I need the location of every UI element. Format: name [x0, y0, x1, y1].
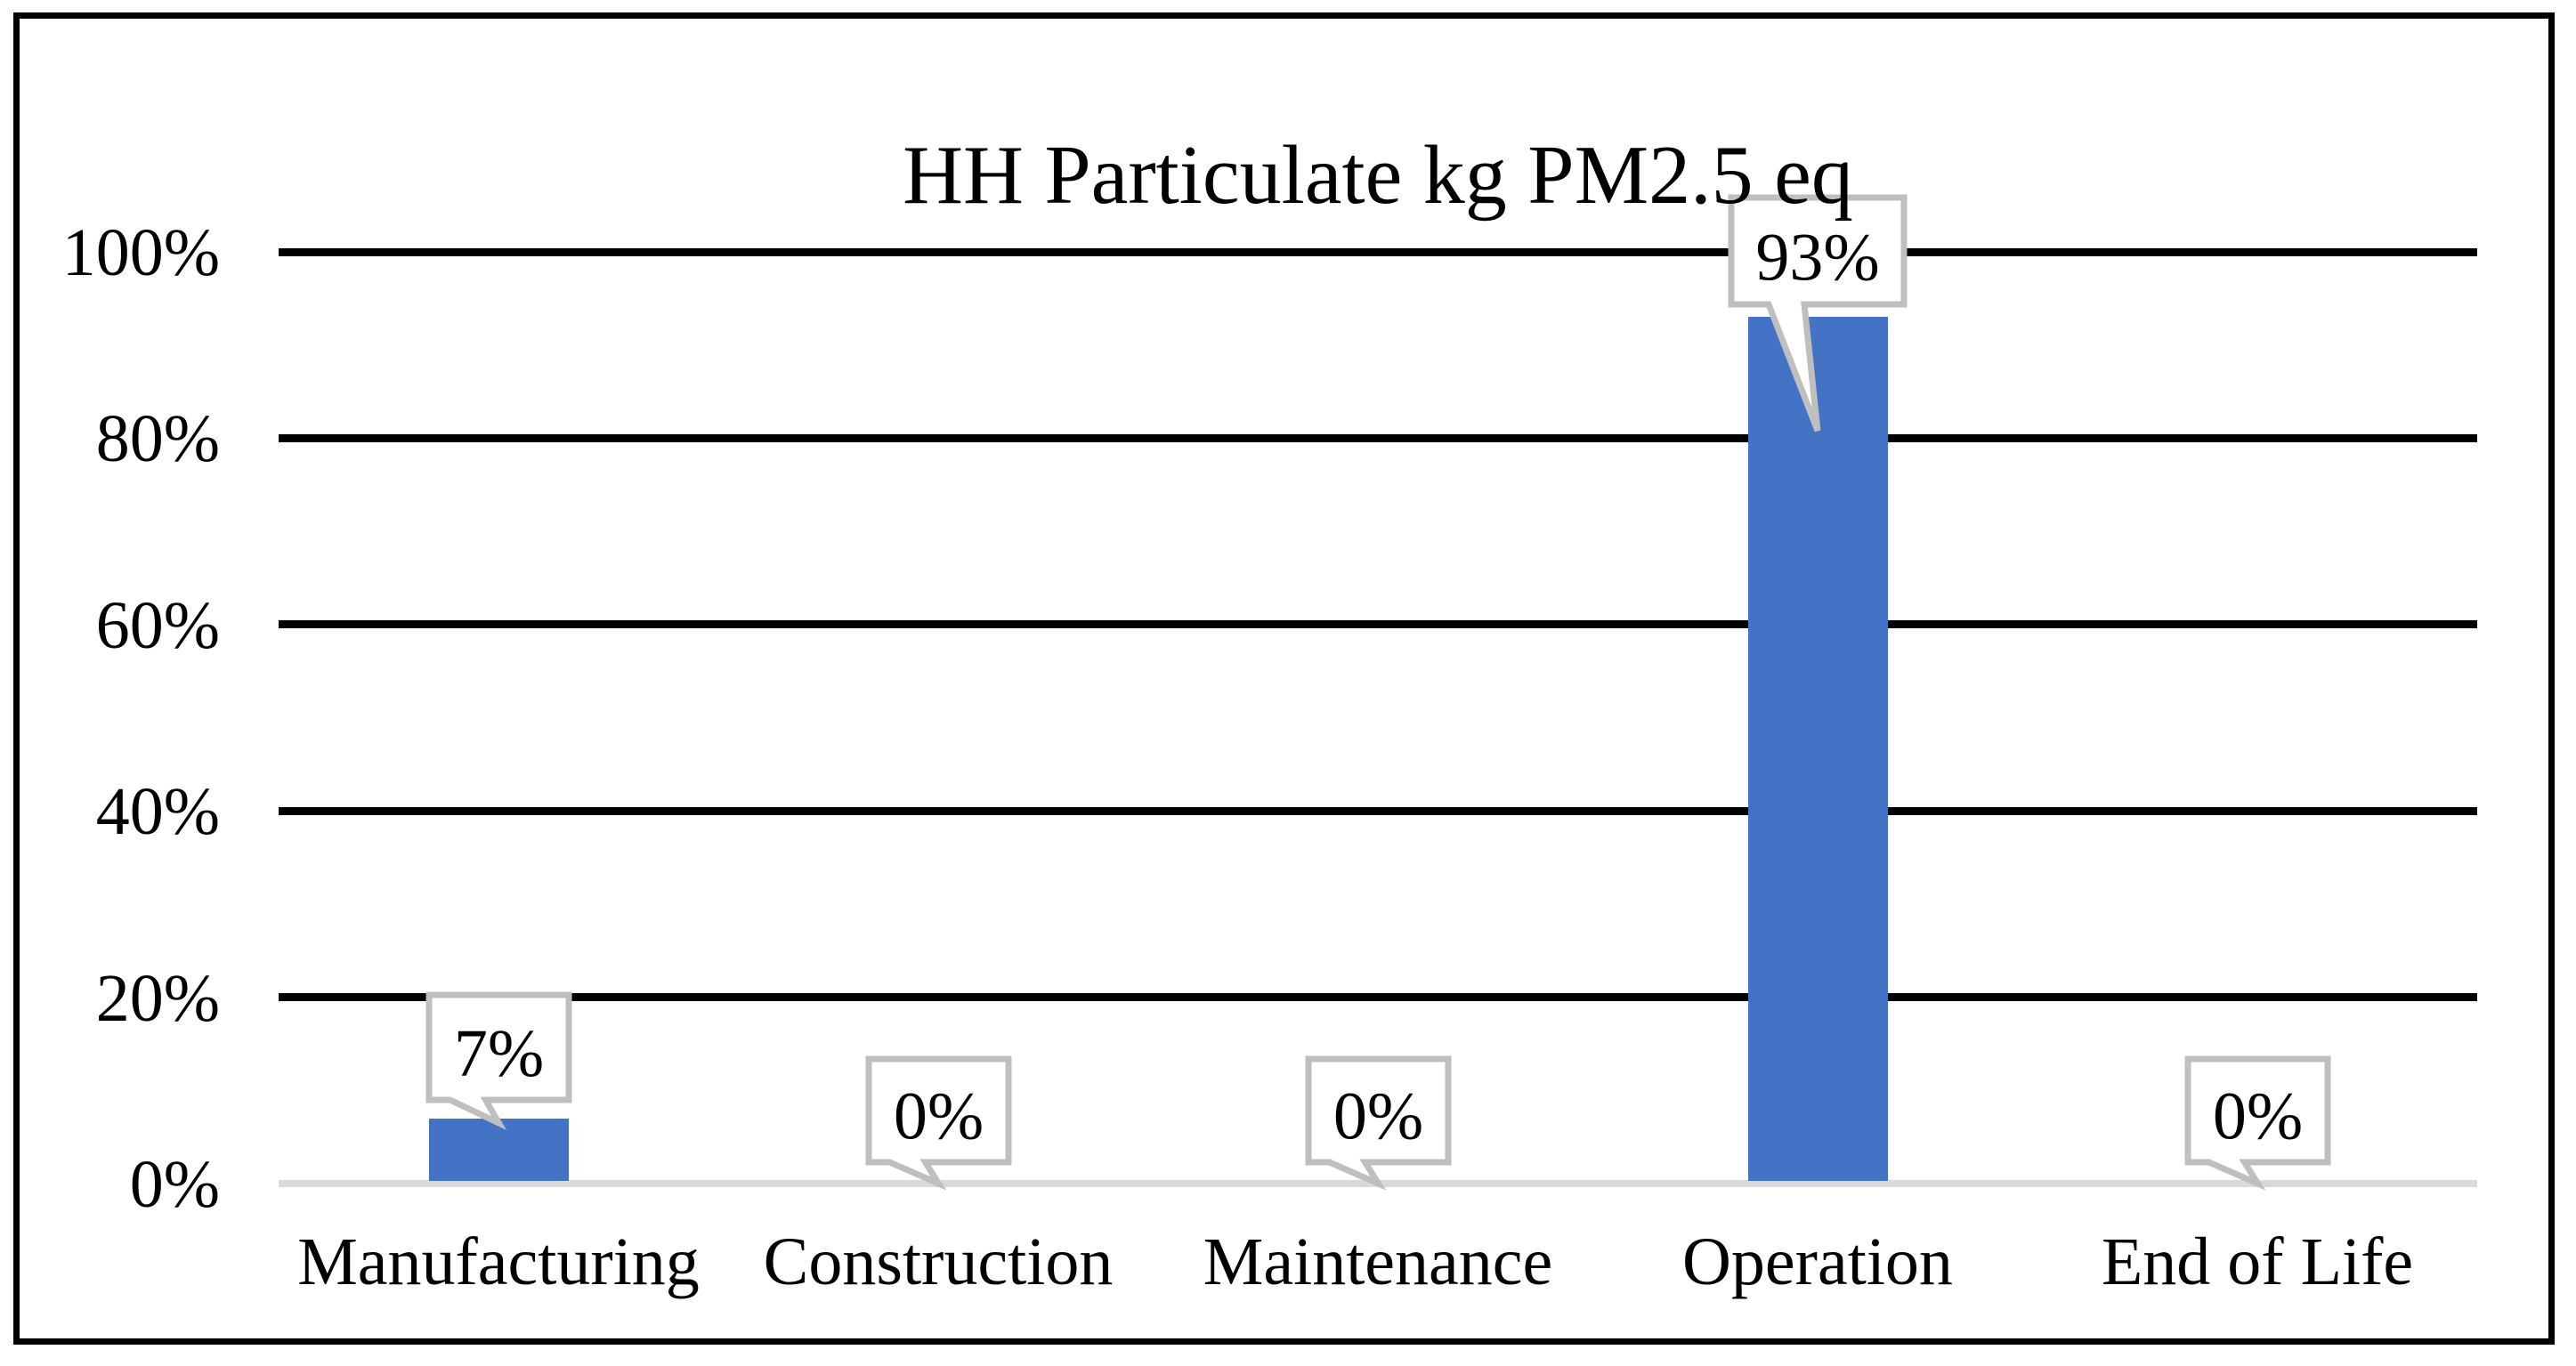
callout-bubble-shape: [425, 991, 571, 1130]
callout-bubble-shape: [1728, 194, 1908, 432]
data-label-value: 0%: [893, 1079, 983, 1153]
gridline-20pct: [279, 993, 2477, 1002]
data-label-callout-operation: 93%: [1724, 190, 1911, 446]
y-tick-label-0-: 0%: [129, 1147, 220, 1222]
data-label-value: 93%: [1755, 220, 1879, 295]
bar-manufacturing: [428, 1118, 569, 1181]
x-label-operation: Operation: [1682, 1225, 1953, 1299]
y-tick-label-20-: 20%: [95, 960, 220, 1036]
data-label-callout-end-of-life: 0%: [2181, 1052, 2335, 1199]
data-label-callout-maintenance: 0%: [1301, 1052, 1455, 1199]
y-tick-label-100-: 100%: [61, 215, 220, 290]
gridline-60pct: [279, 620, 2477, 629]
x-label-construction: Construction: [763, 1225, 1114, 1299]
chart-title: HH Particulate kg PM2.5 eq: [903, 129, 1853, 222]
callout-bubble-shape: [865, 1055, 1011, 1191]
x-label-maintenance: Maintenance: [1203, 1225, 1553, 1299]
data-label-value: 7%: [453, 1016, 543, 1091]
x-label-end-of-life: End of Life: [2101, 1225, 2414, 1299]
bar-operation: [1747, 317, 1888, 1181]
callout-bubble-shape: [1305, 1055, 1451, 1191]
x-label-manufacturing: Manufacturing: [297, 1225, 700, 1299]
y-tick-label-80-: 80%: [95, 401, 220, 477]
gridline-80pct: [279, 433, 2477, 442]
data-label-callout-manufacturing: 7%: [422, 988, 576, 1138]
y-tick-label-40-: 40%: [95, 774, 220, 850]
callout-bubble-shape: [2184, 1055, 2330, 1191]
data-label-callout-construction: 0%: [862, 1052, 1016, 1199]
gridline-40pct: [279, 806, 2477, 815]
data-label-value: 0%: [2212, 1079, 2302, 1153]
y-tick-label-60-: 60%: [95, 587, 220, 663]
data-label-value: 0%: [1333, 1079, 1422, 1153]
gridline-100pct: [279, 247, 2477, 256]
